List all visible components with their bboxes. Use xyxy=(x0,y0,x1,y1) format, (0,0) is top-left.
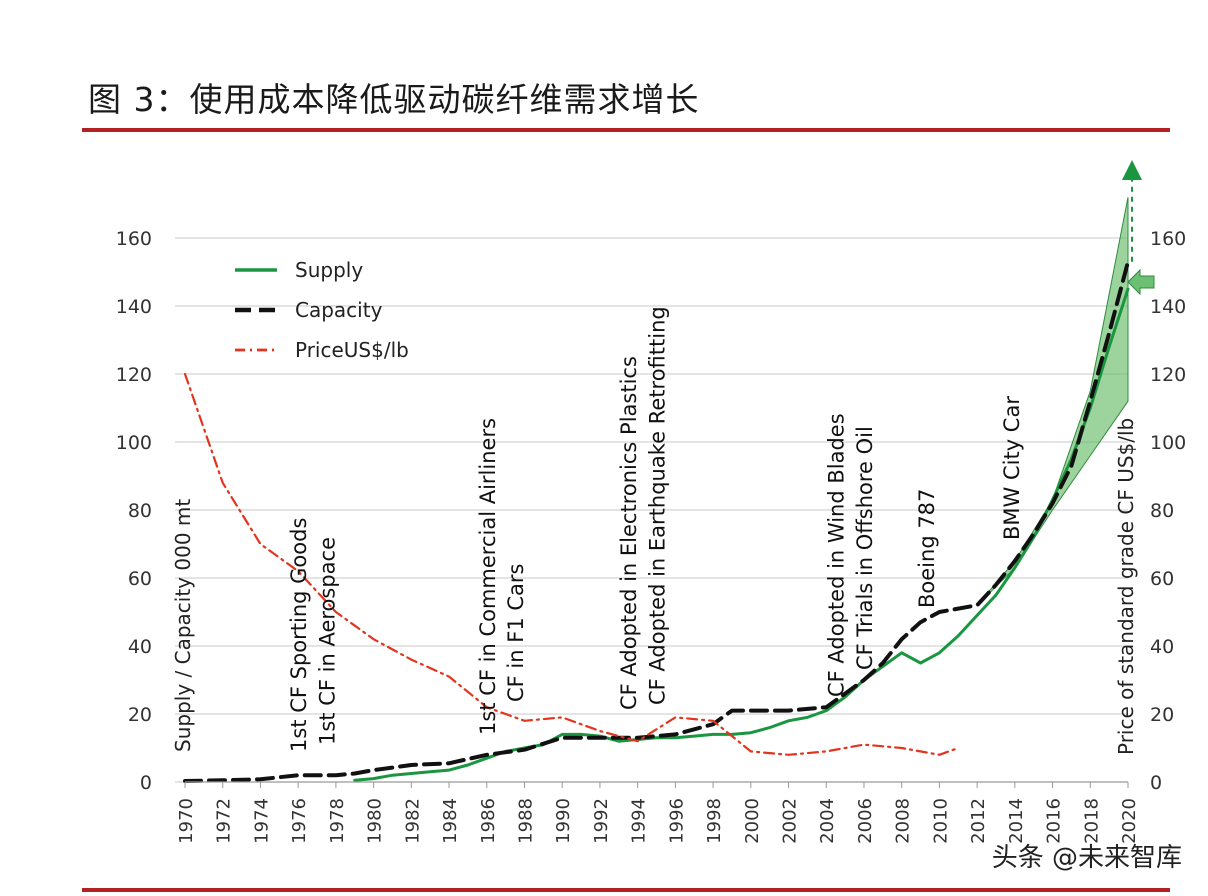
y2-axis-title: Price of standard grade CF US$/lb xyxy=(1114,418,1138,755)
legend-label-1: Capacity xyxy=(295,298,383,322)
y2-tick-label-100: 100 xyxy=(1150,432,1186,454)
annotation-2: 1st CF in Commercial Airliners xyxy=(476,418,500,735)
x-tick-label-1984: 1984 xyxy=(440,798,461,844)
y-tick-label-120: 120 xyxy=(116,364,152,386)
y-tick-label-40: 40 xyxy=(128,636,152,658)
y2-tick-label-60: 60 xyxy=(1150,568,1174,590)
legend-label-2: PriceUS$/lb xyxy=(295,338,409,362)
x-tick-label-2012: 2012 xyxy=(968,798,989,844)
chart-extras xyxy=(1122,160,1155,296)
x-tick-label-1980: 1980 xyxy=(365,798,386,844)
x-tick-label-1970: 1970 xyxy=(176,798,197,844)
annotation-8: Boeing 787 xyxy=(915,489,939,608)
title-divider xyxy=(82,128,1170,132)
x-tick-label-1982: 1982 xyxy=(402,798,423,844)
bottom-divider xyxy=(82,888,1170,892)
x-tick-label-2010: 2010 xyxy=(930,798,951,844)
y2-tick-label-140: 140 xyxy=(1150,296,1186,318)
watermark: 头条 @未来智库 xyxy=(991,843,1182,873)
y2-tick-label-20: 20 xyxy=(1150,704,1174,726)
x-tick-label-2020: 2020 xyxy=(1119,798,1140,844)
y-tick-label-60: 60 xyxy=(128,568,152,590)
annotation-5: CF Adopted in Earthquake Retrofitting xyxy=(646,306,670,705)
y2-tick-label-120: 120 xyxy=(1150,364,1186,386)
x-tick-label-1972: 1972 xyxy=(214,798,235,844)
annotation-4: CF Adopted in Electronics Plastics xyxy=(617,356,641,710)
y-axis-title: Supply / Capacity 000 mt xyxy=(171,499,195,752)
series-line-supply xyxy=(353,287,1130,782)
y-tick-label-20: 20 xyxy=(128,704,152,726)
annotation-3: CF in F1 Cars xyxy=(504,564,528,702)
x-tick-label-2018: 2018 xyxy=(1081,798,1102,844)
x-tick-label-2002: 2002 xyxy=(780,798,801,844)
y2-tick-label-0: 0 xyxy=(1150,772,1162,794)
x-tick-label-2006: 2006 xyxy=(855,798,876,844)
y-tick-label-0: 0 xyxy=(140,772,152,794)
x-tick-label-1992: 1992 xyxy=(591,798,612,844)
series-lines xyxy=(183,259,1130,783)
x-tick-label-2000: 2000 xyxy=(742,798,763,844)
annotation-7: CF Trials in Offshore Oil xyxy=(853,426,877,670)
x-tick-label-1988: 1988 xyxy=(515,798,536,844)
legend-label-0: Supply xyxy=(295,258,363,282)
x-tick-label-1998: 1998 xyxy=(704,798,725,844)
series-line-priceus-lb xyxy=(183,372,960,756)
x-tick-label-2004: 2004 xyxy=(817,798,838,844)
y-tick-label-140: 140 xyxy=(116,296,152,318)
y2-tick-label-80: 80 xyxy=(1150,500,1174,522)
figure-header: 图 3：使用成本降低驱动碳纤维需求增长 xyxy=(82,72,1170,132)
x-tick-label-1986: 1986 xyxy=(478,798,499,844)
y2-tick-label-160: 160 xyxy=(1150,228,1186,250)
x-tick-label-1974: 1974 xyxy=(251,798,272,844)
series-line-capacity xyxy=(183,259,1130,783)
x-tick-label-1990: 1990 xyxy=(553,798,574,844)
annotation-6: CF Adopted in Wind Blades xyxy=(825,413,849,697)
x-tick-label-1994: 1994 xyxy=(629,798,650,844)
x-tick-label-2008: 2008 xyxy=(893,798,914,844)
x-tick-label-1976: 1976 xyxy=(289,798,310,844)
x-tick-label-1978: 1978 xyxy=(327,798,348,844)
y-tick-label-100: 100 xyxy=(116,432,152,454)
figure-title: 图 3：使用成本降低驱动碳纤维需求增长 xyxy=(88,80,700,119)
x-tick-label-2016: 2016 xyxy=(1044,798,1065,844)
legend: Supply Capacity PriceUS$/lb xyxy=(235,258,409,362)
x-tick-label-2014: 2014 xyxy=(1006,798,1027,844)
y-tick-label-160: 160 xyxy=(116,228,152,250)
annotations: 1st CF Sporting Goods 1st CF in Aerospace… xyxy=(287,306,1024,752)
y2-tick-label-40: 40 xyxy=(1150,636,1174,658)
price-pointer-icon xyxy=(1127,268,1155,296)
x-tick-label-1996: 1996 xyxy=(666,798,687,844)
y-tick-label-80: 80 xyxy=(128,500,152,522)
annotation-9: BMW City Car xyxy=(1000,396,1024,540)
annotation-0: 1st CF Sporting Goods xyxy=(287,518,311,752)
annotation-1: 1st CF in Aerospace xyxy=(315,537,339,745)
